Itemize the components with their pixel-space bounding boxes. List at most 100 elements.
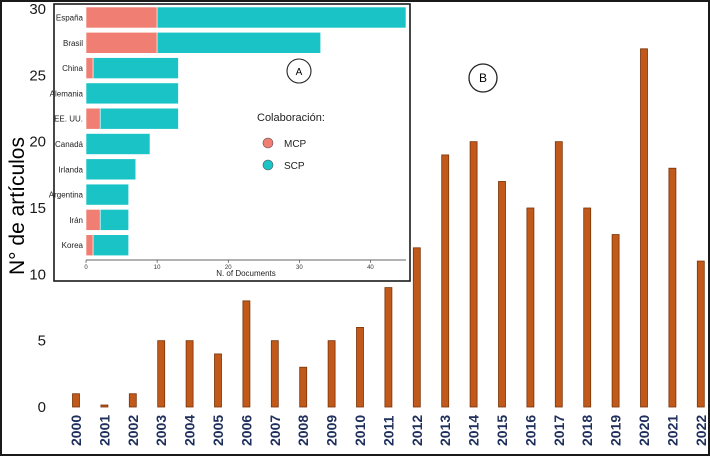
y-tick-label: 0 [38, 399, 46, 416]
inset-x-tick-label: 30 [296, 265, 303, 271]
year-bar [100, 404, 109, 408]
inset-bar-scp [99, 209, 129, 231]
panel-a-label: A [296, 67, 303, 78]
y-tick-label: 30 [29, 2, 46, 18]
x-tick-label: 2011 [380, 415, 396, 446]
inset-x-tick-label: 20 [225, 265, 232, 271]
legend-title: Colaboración: [257, 112, 325, 124]
inset-bar-scp [92, 234, 129, 256]
panel-b-circle [468, 63, 498, 93]
inset-category-label: Alemania [50, 89, 84, 98]
x-tick-label: 2001 [96, 415, 112, 446]
x-tick-label: 2016 [522, 415, 538, 446]
panel-a-circle [286, 58, 312, 84]
inset-bar-scp [156, 6, 407, 29]
x-tick-label: 2003 [153, 415, 169, 446]
y-tick-label: 15 [29, 200, 46, 217]
legend-label-mcp: MCP [284, 139, 307, 150]
inset-category-label: Canadá [55, 140, 84, 149]
year-bar [526, 207, 535, 408]
country-collaboration-inset: España Brasil China Alemania EE. UU. Canadá Ir… [49, 3, 411, 282]
inset-bar-mcp [85, 209, 101, 231]
year-bar [640, 48, 648, 408]
year-bar [441, 154, 450, 408]
inset-category-label: Korea [62, 241, 84, 250]
x-tick-label: 2002 [125, 415, 141, 446]
inset-x-axis-label: N. of Documents [216, 269, 276, 278]
inset-bar-scp [92, 57, 179, 79]
year-bar [356, 326, 364, 408]
x-tick-label: 2000 [68, 415, 84, 446]
year-bar [554, 141, 563, 408]
year-bar [412, 247, 421, 408]
legend-label-scp: SCP [284, 161, 305, 172]
year-bar [696, 260, 705, 408]
inset-bar-mcp [85, 234, 94, 256]
inset-plot-area: España Brasil China Alemania EE. UU. Canadá Ir… [49, 6, 407, 271]
year-bar [498, 181, 506, 408]
year-bar [611, 234, 620, 408]
x-tick-label: 2007 [267, 415, 283, 446]
x-tick-label: 2021 [664, 415, 680, 446]
inset-category-label: China [62, 64, 83, 73]
year-bar [668, 167, 677, 408]
x-tick-label: 2018 [579, 415, 595, 446]
x-tick-label: 2022 [693, 415, 708, 446]
year-bar [270, 340, 279, 408]
inset-bar-scp [156, 31, 321, 54]
year-bar [128, 393, 137, 408]
panel-b-label: B [479, 71, 487, 85]
inset-bar-scp [85, 158, 137, 181]
inset-category-label: Brasil [63, 39, 83, 48]
x-tick-label: 2015 [494, 415, 510, 446]
year-bar [157, 340, 166, 408]
year-bar [242, 300, 251, 408]
x-tick-label: 2009 [324, 415, 340, 446]
year-bar [327, 340, 336, 408]
inset-bar-scp [85, 82, 179, 105]
inset-x-tick-label: 0 [84, 265, 88, 271]
legend-swatch-mcp [262, 137, 274, 149]
inset-bar-mcp [85, 107, 101, 130]
inset-bar-mcp [85, 57, 94, 79]
year-bar [299, 366, 308, 408]
y-tick-label: 10 [29, 266, 46, 283]
x-tick-label: 2008 [295, 415, 311, 446]
year-bar [384, 287, 393, 408]
y-axis-label: N° de artículos [6, 137, 29, 275]
inset-category-label: Irán [69, 216, 83, 225]
year-bar [214, 353, 222, 408]
year-bar [185, 340, 194, 408]
x-tick-label: 2006 [238, 415, 254, 446]
year-bar [583, 207, 592, 408]
year-bar [469, 141, 478, 408]
year-bar [72, 393, 80, 408]
inset-category-label: EE. UU. [54, 115, 83, 124]
inset-category-label: España [56, 14, 84, 23]
inset-bar-scp [85, 133, 151, 155]
inset-x-tick-label: 10 [154, 265, 161, 271]
x-tick-label: 2013 [437, 415, 453, 446]
inset-bar-mcp [85, 31, 158, 54]
inset-bar-scp [85, 183, 129, 206]
x-tick-label: 2004 [182, 415, 198, 446]
x-tick-label: 2014 [466, 415, 482, 446]
x-tick-label: 2010 [352, 415, 368, 446]
inset-bar-mcp [85, 6, 158, 29]
x-tick-label: 2020 [636, 415, 652, 446]
legend-swatch-scp [262, 159, 274, 171]
main-plot-area: 0 5 10 15 20 25 30 2000 2001 2002 2003 2004 2005 2006… [29, 2, 708, 446]
inset-bar-scp [99, 107, 179, 130]
x-tick-label: 2017 [551, 415, 567, 446]
y-tick-label: 20 [29, 134, 46, 151]
inset-x-tick-label: 40 [367, 265, 374, 271]
x-tick-label: 2012 [409, 415, 425, 446]
inset-category-label: Argentina [49, 191, 84, 200]
x-tick-label: 2019 [608, 415, 624, 446]
y-tick-label: 25 [29, 67, 46, 84]
x-tick-label: 2005 [210, 415, 226, 446]
inset-category-label: Irlanda [59, 165, 84, 174]
y-tick-label: 5 [38, 333, 46, 350]
